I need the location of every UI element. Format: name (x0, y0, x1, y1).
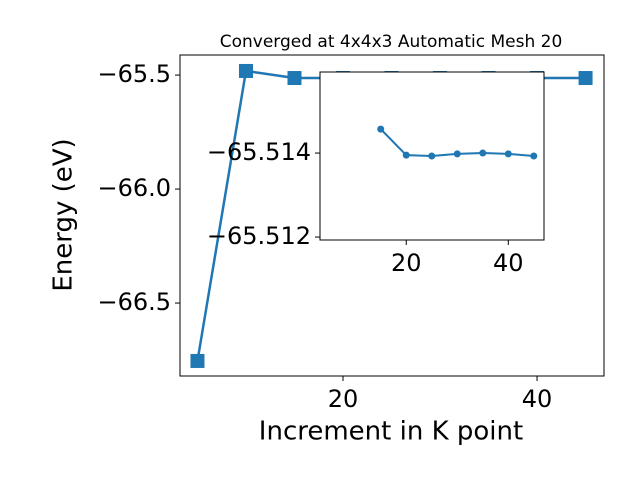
x-tick-label: 40 (522, 385, 553, 413)
y-tick-label: −65.5 (97, 60, 171, 88)
marker (479, 149, 487, 157)
marker (190, 353, 205, 368)
marker (504, 150, 512, 158)
y-tick-label: −65.512 (207, 222, 311, 250)
x-tick-label: 20 (391, 249, 422, 277)
marker (402, 151, 410, 159)
y-tick-label: −66.0 (97, 174, 171, 202)
marker (428, 152, 436, 160)
x-tick-label: 20 (328, 385, 359, 413)
marker (287, 71, 302, 86)
marker (578, 71, 593, 86)
x-tick-label: 40 (493, 249, 524, 277)
marker (453, 150, 461, 158)
y-axis-label: Energy (eV) (49, 138, 79, 291)
y-tick-label: −66.5 (97, 288, 171, 316)
marker (530, 152, 538, 160)
x-axis-label: Increment in K point (259, 417, 523, 447)
marker (238, 63, 253, 78)
y-tick-label: −65.514 (207, 138, 311, 166)
marker (377, 125, 385, 133)
chart-title: Converged at 4x4x3 Automatic Mesh 20 (220, 32, 563, 52)
